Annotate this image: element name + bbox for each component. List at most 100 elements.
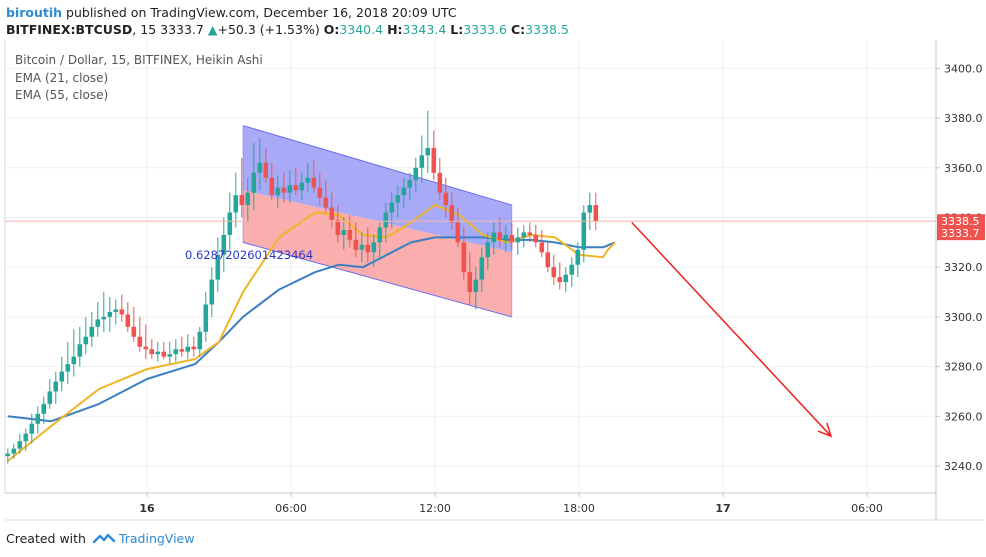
candle-body <box>521 232 527 238</box>
candle-body <box>251 172 257 193</box>
candle-body <box>65 364 71 372</box>
low-value: 3333.6 <box>463 22 507 37</box>
candle <box>527 222 533 243</box>
candle <box>221 217 227 273</box>
footer: Created with TradingView <box>6 531 194 546</box>
candle <box>521 224 527 248</box>
publication-line: biroutih published on TradingView.com, D… <box>6 5 457 20</box>
candle <box>293 167 299 196</box>
candle <box>461 227 467 280</box>
candle <box>407 172 413 201</box>
candle <box>119 294 125 322</box>
candle <box>341 217 347 250</box>
channel-top-line <box>242 125 512 206</box>
candle-body <box>431 147 437 173</box>
candle <box>173 339 179 362</box>
candle <box>29 413 35 444</box>
candle-body <box>41 403 47 414</box>
candle <box>53 371 59 404</box>
candle-body <box>77 344 83 357</box>
candle-body <box>119 309 125 315</box>
candle <box>479 247 485 293</box>
candle-body <box>131 326 137 337</box>
candle <box>137 316 143 352</box>
candle <box>95 301 101 337</box>
candle-body <box>449 205 455 223</box>
candle <box>443 177 449 218</box>
footer-brand[interactable]: TradingView <box>118 531 195 546</box>
candle <box>89 311 95 347</box>
high-value: 3343.4 <box>402 22 447 37</box>
candle-body <box>275 187 281 196</box>
candle <box>197 326 203 357</box>
candle <box>371 234 377 268</box>
candle <box>515 227 521 255</box>
candle-body <box>287 185 293 193</box>
candle <box>113 299 119 325</box>
candle-body <box>557 277 563 283</box>
open-value: 3340.4 <box>339 22 384 37</box>
low-label: L: <box>450 22 464 37</box>
candle <box>101 292 107 332</box>
candle-body <box>137 336 143 347</box>
candle-body <box>317 187 323 198</box>
candle-body <box>581 212 587 250</box>
candle <box>473 267 479 310</box>
candle-body <box>239 195 245 206</box>
candle-body <box>491 232 497 243</box>
x-tick-label: 17 <box>715 502 730 515</box>
candle-body <box>347 229 353 240</box>
candle-body <box>377 227 383 243</box>
chart-axes: 3240.03260.03280.03300.03320.03340.03360… <box>4 41 985 521</box>
channel-annotation: 0.6287202601423464 <box>185 248 313 262</box>
candle-body <box>473 279 479 293</box>
ema55-line <box>7 236 616 423</box>
candle-body <box>575 249 581 265</box>
candle <box>281 172 287 203</box>
candle-body <box>293 185 299 191</box>
candle-body <box>269 177 275 196</box>
candle <box>107 297 113 332</box>
candle-body <box>479 257 485 280</box>
candle <box>125 301 131 332</box>
candle <box>377 222 383 258</box>
candle <box>317 172 323 206</box>
candle <box>437 157 443 201</box>
candle <box>545 242 551 273</box>
candle-body <box>485 242 491 258</box>
candle <box>47 379 53 409</box>
ema21-legend[interactable]: EMA (21, close) <box>15 71 109 85</box>
candle <box>581 205 587 263</box>
candle-body <box>353 239 359 250</box>
candles <box>5 110 599 464</box>
candle <box>335 205 341 243</box>
candle-body <box>389 202 395 213</box>
candle <box>383 202 389 243</box>
candle <box>359 232 365 263</box>
candle <box>395 185 401 218</box>
channel-upper-zone <box>243 125 512 253</box>
close-value: 3338.5 <box>525 22 569 37</box>
candle-body <box>455 222 461 243</box>
candle-body <box>593 205 599 222</box>
candle-body <box>29 423 35 434</box>
author-name[interactable]: biroutih <box>6 5 63 20</box>
candle-body <box>17 441 23 449</box>
candle <box>191 336 197 357</box>
y-tick-label: 3400.0 <box>944 62 983 75</box>
candle-body <box>113 309 119 312</box>
candle-body <box>245 192 251 206</box>
candle <box>185 334 191 360</box>
candle-body <box>587 205 593 213</box>
candle-body <box>23 433 29 442</box>
candle <box>311 160 317 193</box>
candle-body <box>221 234 227 255</box>
open-label: O: <box>323 22 340 37</box>
candle <box>533 224 539 248</box>
candle-body <box>209 279 215 305</box>
candle-body <box>179 349 185 352</box>
change-up-arrow-icon: ▲ <box>207 22 218 37</box>
candle-body <box>419 155 425 168</box>
ema55-legend[interactable]: EMA (55, close) <box>15 88 109 102</box>
